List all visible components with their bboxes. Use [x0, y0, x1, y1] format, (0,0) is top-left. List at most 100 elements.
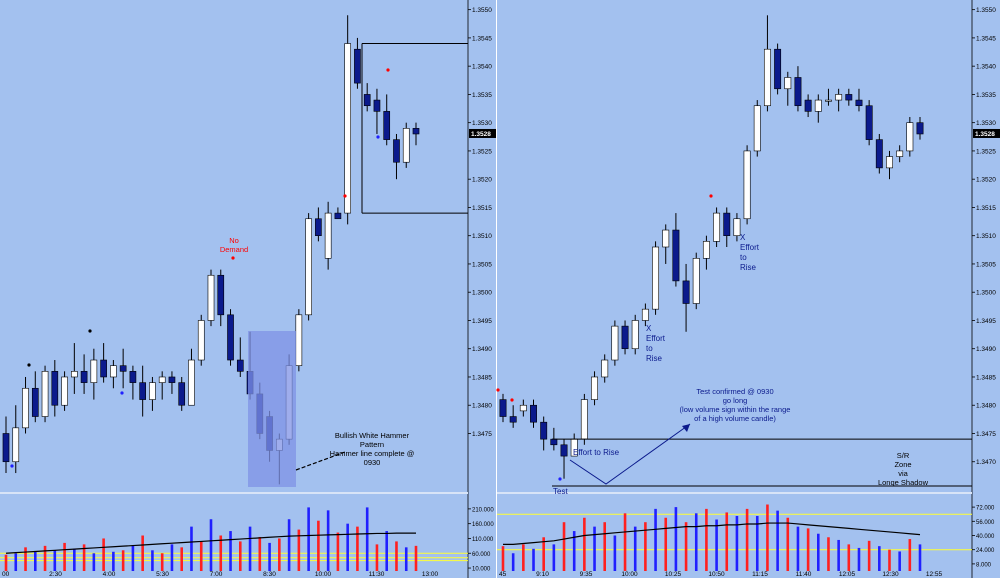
candle-body [168, 376, 176, 383]
candle-body [499, 399, 507, 417]
volume-tick-label: 110.000 [472, 537, 494, 543]
price-tick-label: 1.3530 [976, 120, 996, 127]
price-tick-label: 1.3520 [976, 177, 996, 184]
time-tick-label: 4:00 [103, 571, 116, 578]
candle-body [509, 416, 517, 423]
price-axis-ticks: 1.3470 1.3475 1.3480 1.3485 1.3490 1.3495 1.35… [972, 7, 996, 466]
candle-body [886, 156, 893, 169]
price-tick-label: 1.3495 [976, 318, 996, 325]
candle-body [702, 241, 710, 259]
price-tick-label: 1.3545 [976, 35, 996, 42]
time-tick-label: 12:30 [882, 571, 899, 578]
price-tick-label: 1.3480 [976, 403, 996, 410]
time-tick-label: 7:00 [210, 571, 223, 578]
price-tick-label: 1.3475 [976, 431, 996, 438]
panel-background [497, 0, 1000, 578]
signal-dot [496, 388, 500, 392]
candle-body [713, 212, 721, 242]
candles [499, 15, 924, 479]
time-axis: 00 2:30 4:00 5:30 7:00 8:30 10:00 11:30 13:00 [2, 571, 439, 578]
bullish-hammer-annotation: Bullish White Hammer Pattern Hammer line c… [330, 431, 415, 467]
signal-dot [510, 398, 514, 402]
hammer-zone-highlight [248, 331, 296, 487]
candle-body [22, 387, 29, 429]
signal-dot [88, 329, 92, 333]
time-tick-label: 11:30 [369, 571, 385, 578]
right-chart-panel: 1.3470 1.3475 1.3480 1.3485 1.3490 1.3495 1.35… [497, 0, 1000, 578]
candle-body [825, 99, 832, 102]
candle-body [149, 382, 156, 400]
candle-body [580, 399, 588, 440]
candle-body [363, 94, 371, 107]
time-tick-label: 13:00 [422, 571, 439, 578]
time-tick-label: 00 [2, 571, 10, 578]
candle-body [774, 48, 782, 90]
candle-body [550, 438, 558, 446]
price-tick-label: 1.3520 [472, 177, 492, 184]
price-tick-label: 1.3490 [976, 346, 996, 353]
candle-body [373, 99, 381, 112]
volume-average-line [5, 532, 416, 554]
volume-tick-label: 210.000 [472, 507, 494, 513]
price-axis-ticks: 1.3475 1.3480 1.3485 1.3490 1.3495 1.3500 1.35… [468, 7, 492, 438]
candle-body [814, 99, 822, 112]
price-tick-label: 1.3510 [976, 233, 996, 240]
candle-body [61, 376, 68, 406]
price-tick-label: 1.3530 [472, 120, 492, 127]
time-tick-label: 12:55 [926, 571, 943, 578]
price-tick-label: 1.3525 [976, 148, 996, 155]
volume-tick-label: 60.000 [472, 552, 491, 558]
candle-body [591, 376, 598, 400]
price-tick-label: 1.3485 [472, 374, 492, 381]
time-tick-label: 8:30 [263, 571, 276, 578]
candle-body [158, 376, 166, 383]
volume-pane: 210.000 160.000 110.000 60.000 10.000 [0, 507, 494, 573]
price-tick-label: 1.3515 [472, 205, 492, 212]
no-demand-annotation: No Demand [220, 236, 248, 254]
price-tick-label: 1.3475 [472, 431, 492, 438]
signal-dot [10, 464, 14, 468]
candle-body [621, 325, 629, 350]
time-tick-label: 10:25 [665, 571, 682, 578]
price-tick-label: 1.3495 [472, 318, 492, 325]
candle-body [906, 122, 914, 152]
candle-body [71, 371, 78, 378]
price-tick-label: 1.3500 [472, 290, 492, 297]
candle-body [601, 359, 609, 378]
volume-tick-label: 10.000 [472, 567, 491, 573]
signal-dot [120, 391, 124, 395]
candle-body [129, 371, 137, 383]
candle-body [743, 150, 751, 220]
candle-body [227, 314, 234, 361]
price-tick-label: 1.3515 [976, 205, 996, 212]
candle-body [896, 150, 904, 157]
candle-body [804, 99, 812, 112]
time-tick-label: 12:05 [839, 571, 856, 578]
current-price-box [469, 128, 496, 138]
candle-body [31, 387, 39, 417]
candle-body [139, 382, 146, 400]
candle-body [393, 139, 400, 163]
candle-body [2, 433, 10, 463]
current-price-label: 1.3528 [975, 131, 995, 138]
effort-to-rise-label-mid: X Effort to Rise [646, 324, 666, 363]
candle-body [80, 371, 88, 383]
candle-body [916, 122, 924, 135]
volume-tick-label: 160.000 [472, 522, 494, 528]
candle-body [631, 320, 639, 350]
price-tick-label: 1.3500 [976, 290, 996, 297]
volume-tick-label: 24.000 [976, 548, 995, 554]
candle-body [412, 128, 420, 135]
time-tick-label: 2:30 [49, 571, 62, 578]
time-tick-label: 11:15 [752, 571, 768, 578]
candle-body [692, 258, 700, 304]
candle-body [110, 365, 117, 378]
price-tick-label: 1.3535 [976, 92, 996, 99]
candle-body [90, 359, 98, 383]
effort-to-rise-label-low: Effort to Rise [573, 448, 620, 457]
time-tick-label: 45 [499, 571, 507, 578]
candle-body [530, 404, 537, 423]
volume-tick-label: 40.000 [976, 534, 995, 540]
